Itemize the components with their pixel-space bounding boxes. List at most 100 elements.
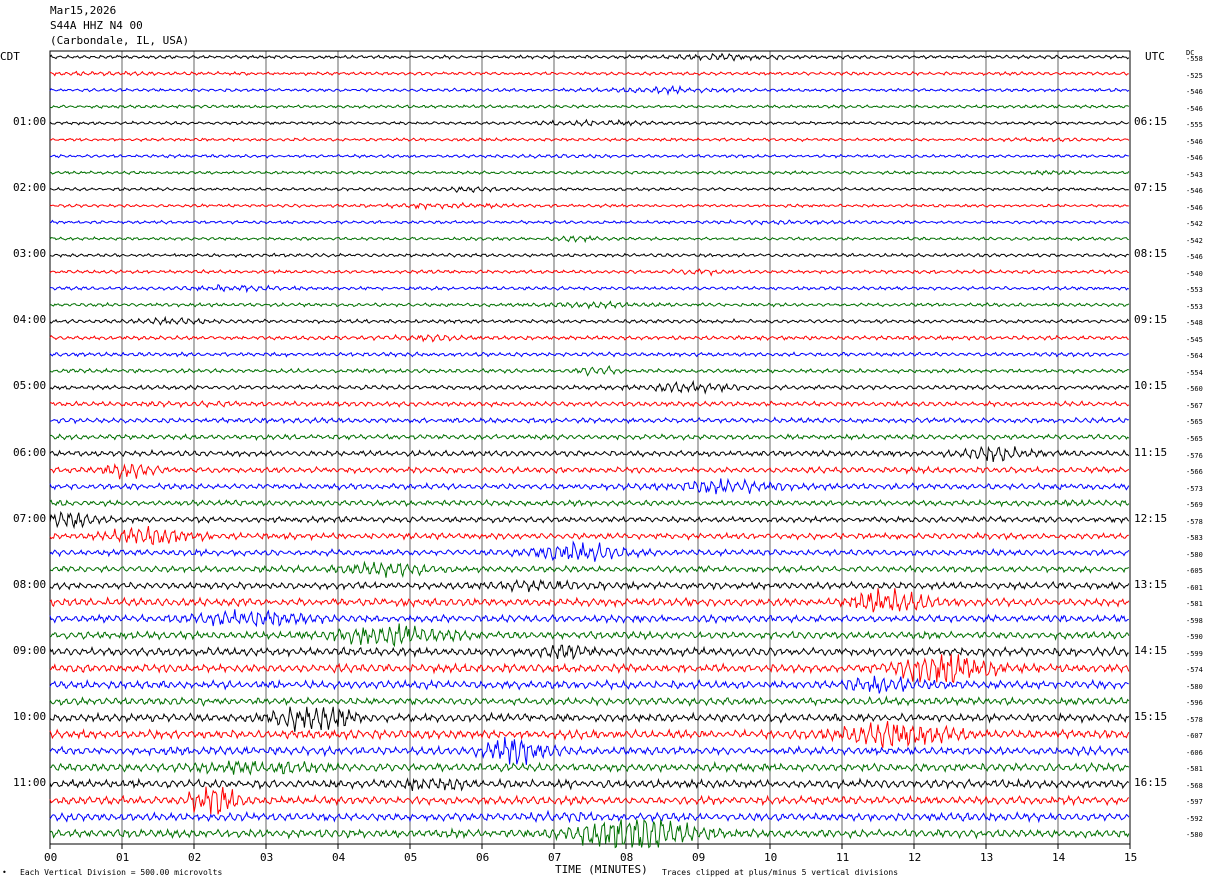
right-hour-label: 11:15 [1134,445,1168,459]
dc-offset-label: -542 [1186,236,1203,245]
trace-line [49,219,1130,226]
trace-line [49,315,1130,326]
dc-offset-label: -606 [1186,748,1203,757]
right-hour-label: 10:15 [1134,379,1168,393]
dc-offset-label: -553 [1186,286,1203,295]
x-tick-label: 11 [836,851,850,864]
trace-line [49,477,1130,495]
right-hour-label: 15:15 [1134,709,1168,723]
trace-line [49,777,1130,792]
dc-offset-label: -596 [1186,699,1203,708]
trace-line [49,721,1130,748]
dc-offset-label: -543 [1186,170,1203,179]
scale-marker: • [2,868,7,877]
x-tick-label: 02 [188,851,202,864]
left-hour-label: 09:00 [13,643,47,657]
trace-line [49,706,1130,732]
trace-line [49,560,1130,579]
clip-note: Traces clipped at plus/minus 5 vertical … [662,868,899,877]
left-hour-label: 02:00 [13,181,47,195]
dc-offset-label: -574 [1186,666,1203,675]
trace-line [49,462,1130,480]
dc-offset-label: -599 [1186,649,1203,658]
x-tick-label: 08 [620,851,634,864]
dc-offset-label: -540 [1186,269,1203,278]
trace-line [49,819,1130,849]
trace-line [49,268,1129,277]
dc-offset-label: -592 [1186,814,1203,823]
dc-offset-label: -558 [1186,55,1203,63]
dc-offset-label: -578 [1186,715,1203,724]
trace-line [49,351,1129,358]
dc-offset-label: -605 [1186,567,1203,576]
trace-line [49,153,1129,159]
trace-line [49,588,1130,613]
trace-line [49,510,1130,530]
x-tick-label: 13 [980,851,994,864]
x-tick-label: 04 [332,851,346,864]
trace-line [49,186,1129,194]
dc-offset-label: -580 [1186,831,1203,840]
left-hour-label: 05:00 [13,379,47,393]
trace-line [49,84,1130,96]
plot-date: Mar15,2026 [50,4,117,17]
dc-offset-label: -546 [1186,253,1203,262]
left-hour-label: 11:00 [13,775,47,789]
trace-line [49,416,1129,425]
dc-offset-label: -564 [1186,352,1203,361]
dc-offset-label: -567 [1186,401,1203,410]
dc-offset-label: -546 [1186,137,1203,146]
x-tick-label: 10 [764,851,778,864]
dc-offset-label: -597 [1186,798,1203,807]
trace-line [49,104,1130,110]
trace-line [49,445,1130,462]
plot-frame [49,50,1131,845]
right-hour-label: 12:15 [1134,511,1168,525]
x-tick-label: 06 [476,851,490,864]
x-tick-label: 14 [1052,851,1066,864]
dc-offset-label: -525 [1186,71,1203,80]
dc-offset-label: -560 [1186,385,1203,394]
x-tick-label: 03 [260,851,274,864]
trace-line [49,365,1129,377]
trace-line [49,644,1129,661]
trace-line [49,809,1130,824]
dc-offset-label: -583 [1186,534,1203,543]
dc-offset-label: -546 [1186,154,1203,163]
trace-line [49,695,1130,707]
dc-offset-label: -546 [1186,203,1203,212]
left-hour-label: 06:00 [13,445,47,459]
x-tick-label: 09 [692,851,706,864]
dc-offset-label: -578 [1186,517,1203,526]
trace-line [49,283,1130,294]
trace-line [49,736,1129,765]
station-location: (Carbondale, IL, USA) [50,34,190,47]
x-tick-label: 12 [908,851,922,864]
trace-line [49,136,1130,143]
dc-offset-label: -545 [1186,335,1203,344]
trace-line [49,379,1130,395]
dc-offset-label: -566 [1186,468,1203,477]
trace-line [49,70,1129,77]
x-tick-label: 01 [116,851,130,864]
vertical-division-note: Each Vertical Division = 500.00 microvol… [20,868,223,877]
left-hour-label: 08:00 [13,577,47,591]
dc-offset-label: -581 [1186,765,1203,774]
right-hour-label: 09:15 [1134,313,1168,327]
left-hour-label: 07:00 [13,511,47,525]
dc-offset-label: -573 [1186,484,1203,493]
trace-line [49,760,1130,776]
right-hour-label: 08:15 [1134,247,1168,261]
trace-line [49,118,1130,127]
dc-offset-label: -568 [1186,781,1203,790]
dc-offset-label: -555 [1186,121,1203,130]
dc-offset-label: -546 [1186,187,1203,196]
left-hour-label: 04:00 [13,313,47,327]
dc-offset-label: -601 [1186,583,1203,592]
right-hour-label: 16:15 [1134,775,1168,789]
x-axis-title: TIME (MINUTES) [555,863,648,876]
trace-line [49,675,1129,694]
dc-offset-label: -565 [1186,434,1203,443]
trace-line [49,400,1130,409]
trace-line [49,52,1130,62]
